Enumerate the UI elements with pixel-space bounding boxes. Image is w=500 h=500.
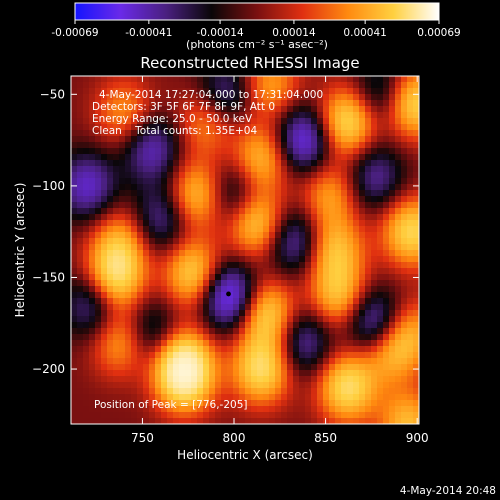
x-axis-label: Heliocentric X (arcsec) xyxy=(177,448,313,462)
plot-frame xyxy=(70,75,420,425)
x-tick-label: 800 xyxy=(223,431,246,445)
peak-position-label: Position of Peak = [776,-205] xyxy=(94,399,248,411)
colorbar-ticks: -0.00069 -0.00041 -0.00014 0.00014 0.00041 0.… xyxy=(51,20,461,39)
y-tick-label: −200 xyxy=(32,362,65,376)
footer-timestamp: 4-May-2014 20:48 xyxy=(400,485,496,497)
info-time-range: 4-May-2014 17:27:04.000 to 17:31:04.000 xyxy=(99,89,323,101)
heatmap xyxy=(71,76,419,424)
y-tick-label: −50 xyxy=(40,87,65,101)
y-tick-label: −150 xyxy=(32,270,65,284)
info-annotations: 4-May-2014 17:27:04.000 to 17:31:04.000 … xyxy=(92,89,323,411)
peak-marker xyxy=(226,291,231,297)
info-detectors: Detectors: 3F 5F 6F 7F 8F 9F, Att 0 xyxy=(92,101,275,113)
chart-title: Reconstructed RHESSI Image xyxy=(140,54,359,72)
colorbar-strip xyxy=(74,2,440,21)
y-axis: −200 −150 −100 −50 xyxy=(32,87,419,376)
colorbar-tick-label: 0.00069 xyxy=(417,27,460,39)
colorbar-tick-label: 0.00041 xyxy=(343,27,386,39)
x-tick-label: 900 xyxy=(406,431,429,445)
colorbar: -0.00069 -0.00041 -0.00014 0.00014 0.00041 0.… xyxy=(51,2,461,51)
x-tick-label: 750 xyxy=(131,431,154,445)
x-axis: 750 800 850 900 xyxy=(131,76,429,445)
heatmap-image xyxy=(71,76,419,424)
colorbar-tick-label: -0.00041 xyxy=(125,27,172,39)
colorbar-tick-label: -0.00069 xyxy=(51,27,98,39)
x-tick-label: 850 xyxy=(314,431,337,445)
info-energy-range: Energy Range: 25.0 - 50.0 keV xyxy=(92,113,253,125)
y-axis-label: Heliocentric Y (arcsec) xyxy=(13,183,27,318)
colorbar-tick-label: -0.00014 xyxy=(196,27,244,39)
colorbar-unit-label: (photons cm⁻² s⁻¹ asec⁻²) xyxy=(186,38,328,51)
y-tick-label: −100 xyxy=(32,179,65,193)
colorbar-tick-label: 0.00014 xyxy=(272,27,316,39)
info-total-counts: Clean Total counts: 1.35E+04 xyxy=(92,125,257,137)
